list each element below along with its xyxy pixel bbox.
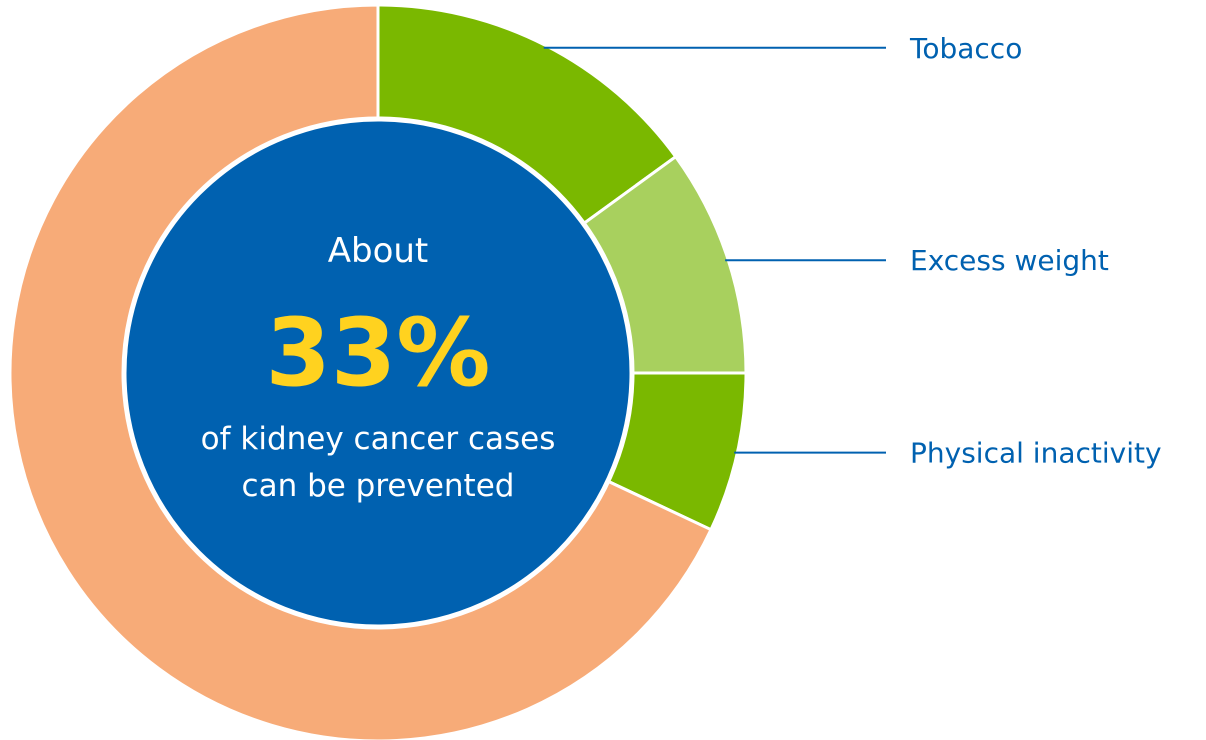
callouts: Tobacco Excess weight Physical inactivity bbox=[543, 32, 1162, 470]
center-about-text: About bbox=[328, 231, 429, 271]
label-excess-weight: Excess weight bbox=[910, 244, 1109, 277]
label-tobacco: Tobacco bbox=[909, 32, 1022, 65]
center-disc bbox=[121, 116, 635, 630]
center-description-line1: of kidney cancer cases bbox=[201, 421, 556, 457]
label-physical-inactivity: Physical inactivity bbox=[910, 437, 1162, 470]
center-percentage: 33% bbox=[266, 299, 491, 408]
center-description-line2: can be prevented bbox=[242, 468, 515, 504]
